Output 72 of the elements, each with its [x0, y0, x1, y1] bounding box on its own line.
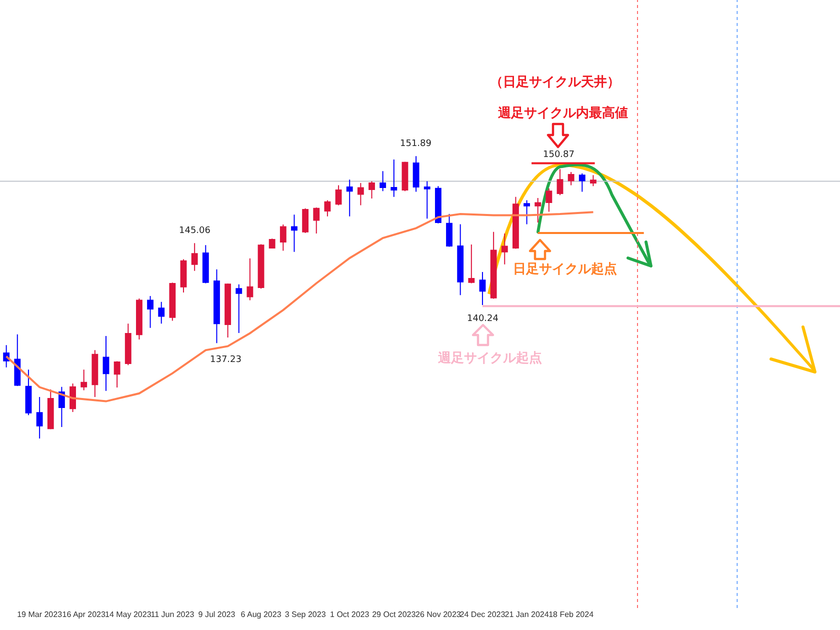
- x-tick-label: 1 Oct 2023: [330, 610, 370, 619]
- x-tick-label: 3 Sep 2023: [284, 610, 326, 619]
- candlestick: [124, 323, 132, 366]
- candlestick: [291, 214, 298, 252]
- candlestick: [390, 159, 398, 198]
- candlestick: [446, 214, 452, 248]
- candlestick: [214, 268, 220, 344]
- candlestick: [556, 168, 564, 196]
- candlestick: [468, 244, 475, 284]
- candlestick: [313, 207, 320, 234]
- candlestick: [25, 369, 32, 416]
- x-tick-label: 21 Jan 2024: [504, 610, 550, 619]
- candlestick: [102, 336, 110, 392]
- annotation: 150.87: [543, 150, 574, 160]
- candlestick: [280, 224, 286, 252]
- candlestick: [36, 396, 43, 440]
- candlestick: [191, 242, 198, 272]
- candlestick: [158, 301, 165, 324]
- candlestick: [479, 271, 486, 306]
- candlestick: [202, 244, 209, 284]
- candlestick: [457, 224, 464, 296]
- x-tick-label: 19 Mar 2023: [17, 610, 63, 619]
- candlestick: [568, 171, 574, 186]
- x-tick-label: 16 Apr 2023: [62, 610, 106, 619]
- candlestick: [58, 386, 65, 428]
- candlestick: [92, 350, 98, 398]
- candlestick: [534, 197, 542, 224]
- candlestick: [136, 298, 142, 340]
- x-tick-label: 6 Aug 2023: [240, 610, 282, 619]
- candlestick: [169, 282, 176, 322]
- candlestick: [236, 284, 242, 334]
- x-tick-label: 9 Jul 2023: [198, 610, 236, 619]
- candlestick: [402, 161, 408, 192]
- candlestick: [224, 283, 232, 338]
- annotation: 140.24: [467, 314, 499, 324]
- text: 週足サイクル内最高値: [497, 105, 628, 121]
- candlestick: [268, 238, 276, 250]
- candlestick: [380, 170, 386, 192]
- x-tick-label: 11 Jun 2023: [150, 610, 195, 619]
- x-tick-label: 14 May 2023: [105, 610, 152, 619]
- candlestick: [368, 180, 375, 200]
- candlestick: [346, 179, 353, 217]
- candlestick: [14, 334, 21, 387]
- text: （日足サイクル天井）: [490, 75, 620, 90]
- candlestick: [578, 172, 586, 192]
- candlestick: [114, 360, 120, 388]
- candlestick: [424, 180, 430, 220]
- candlestick: [70, 382, 76, 413]
- candlestick: [357, 182, 364, 206]
- annotation: 週足サイクル起点: [437, 350, 542, 366]
- candlestick: [147, 295, 154, 328]
- x-tick-label: 18 Feb 2024: [548, 610, 594, 619]
- candlestick: [546, 188, 552, 212]
- candlestick: [412, 156, 420, 192]
- candlestick: [524, 200, 530, 225]
- candlestick: [180, 258, 187, 294]
- annotation: 145.06: [179, 226, 211, 236]
- candlestick: [434, 186, 442, 224]
- annotation: 151.89: [400, 139, 432, 149]
- annotation: 137.23: [210, 355, 242, 365]
- candlestick: [335, 184, 342, 206]
- candlestick: [246, 258, 254, 301]
- candlestick: [302, 208, 309, 234]
- x-tick-label: 24 Dec 2023: [460, 610, 506, 619]
- candlestick: [590, 174, 596, 187]
- annotation: 日足サイクル起点: [513, 261, 617, 277]
- candlestick: [80, 369, 88, 391]
- candlestick: [324, 200, 331, 217]
- x-tick-label: 26 Nov 2023: [416, 610, 462, 619]
- candlestick: [47, 388, 54, 430]
- candlestick: [258, 244, 264, 290]
- x-tick-label: 29 Oct 2023: [372, 610, 416, 619]
